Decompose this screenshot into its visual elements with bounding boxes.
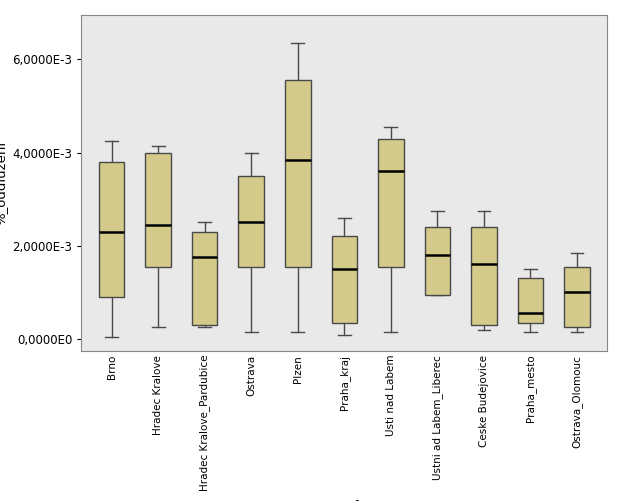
Bar — [424, 227, 450, 295]
Bar — [332, 236, 357, 323]
Bar — [285, 80, 310, 267]
Bar — [564, 267, 590, 327]
Y-axis label: %_oddluzeni: %_oddluzeni — [0, 141, 7, 225]
Bar — [378, 139, 404, 267]
Bar — [471, 227, 496, 325]
X-axis label: Kraj: Kraj — [329, 499, 360, 501]
Bar — [518, 279, 543, 323]
Bar — [99, 162, 125, 297]
Bar — [239, 176, 264, 267]
Bar — [192, 232, 217, 325]
Bar — [145, 153, 171, 267]
